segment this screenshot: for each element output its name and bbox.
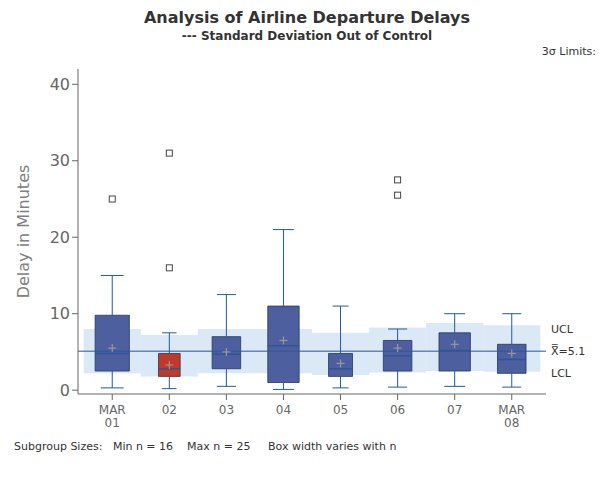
svg-text:MAR01: MAR01 <box>99 403 126 430</box>
svg-text:0: 0 <box>60 381 70 400</box>
svg-text:10: 10 <box>50 304 70 323</box>
svg-text:04: 04 <box>276 403 291 417</box>
svg-text:07: 07 <box>447 403 462 417</box>
svg-text:30: 30 <box>50 151 70 170</box>
svg-text:06: 06 <box>390 403 405 417</box>
html-text:Analysis of Airline Departure: Analysis of Airline Departure Delays <box>143 8 471 27</box>
html-text:--- Standard Deviation Out of: --- Standard Deviation Out of Control <box>181 29 433 43</box>
html-text:Subgroup Sizes: Min n = 16 Max: Subgroup Sizes: Min n = 16 Max n = 25 Bo… <box>14 440 397 453</box>
svg-text:03: 03 <box>219 403 234 417</box>
svg-text:02: 02 <box>162 403 177 417</box>
svg-text:40: 40 <box>50 75 70 94</box>
svg-text:Delay in Minutes: Delay in Minutes <box>14 165 33 299</box>
svg-text:X̿=5.1: X̿=5.1 <box>551 344 585 358</box>
svg-text:20: 20 <box>50 228 70 247</box>
svg-text:UCL: UCL <box>551 323 574 336</box>
svg-text:05: 05 <box>333 403 348 417</box>
html-text:3σ Limits:: 3σ Limits: <box>541 45 596 58</box>
svg-text:LCL: LCL <box>551 367 572 380</box>
svg-text:MAR08: MAR08 <box>498 403 525 430</box>
